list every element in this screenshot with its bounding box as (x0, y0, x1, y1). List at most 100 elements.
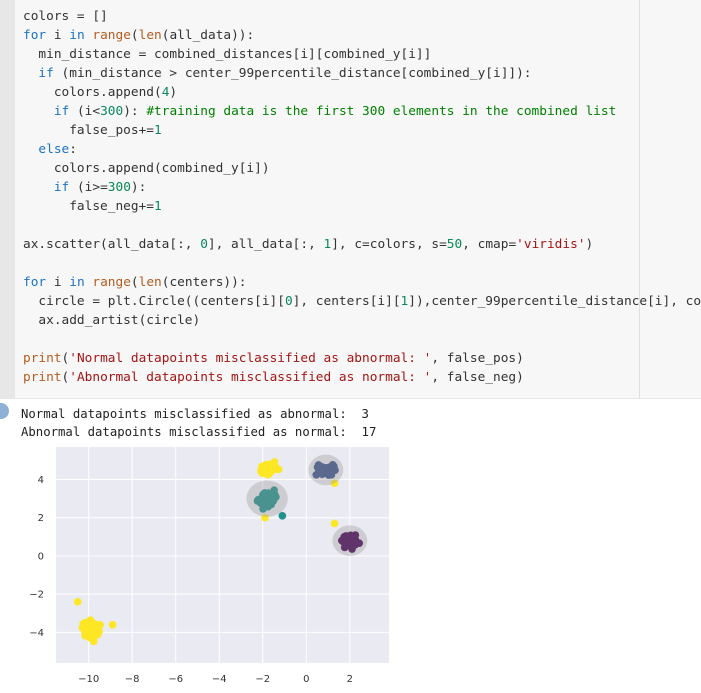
x-tick-label: 0 (303, 674, 309, 685)
code-token: 300 (100, 104, 124, 119)
code-token: ( (61, 370, 70, 385)
ruler-line (639, 0, 640, 398)
code-token: ): (130, 180, 147, 195)
cell-output: Normal datapoints misclassified as abnor… (21, 405, 376, 441)
code-token: ], all_data[:, (207, 237, 324, 252)
code-token: (centers)): (161, 275, 247, 290)
code-token: , cmap= (462, 237, 517, 252)
data-point (89, 637, 98, 646)
code-token: ) (169, 85, 178, 100)
x-tick-label: −6 (168, 674, 183, 685)
data-point (256, 495, 265, 504)
code-token: ]),center_99percentile_distance[i], co (408, 294, 701, 309)
output-line-false-pos: Normal datapoints misclassified as abnor… (21, 407, 369, 421)
code-token (23, 142, 38, 157)
code-token: ], centers[i][ (292, 294, 401, 309)
code-token: ( (61, 351, 70, 366)
code-editor[interactable]: colors = [] for i in range(len(all_data))… (23, 7, 701, 387)
code-line: false_pos+=1 (23, 121, 701, 140)
cell-gutter (0, 0, 15, 398)
code-token: 0 (200, 237, 208, 252)
code-line: print('Abnormal datapoints misclassified… (23, 368, 701, 387)
code-token: if (53, 180, 70, 195)
code-token: : (69, 142, 77, 157)
x-tick-label: −2 (255, 674, 270, 685)
code-token: for (23, 275, 47, 290)
code-token: i (46, 275, 70, 290)
code-token (23, 104, 54, 119)
code-token (23, 66, 38, 81)
code-token: 50 (446, 237, 463, 252)
code-token: colors = [] (23, 9, 108, 24)
code-line: min_distance = combined_distances[i][com… (23, 45, 701, 64)
data-point (330, 479, 339, 488)
code-token: 'Normal datapoints misclassified as abno… (69, 351, 432, 366)
code-token: if (38, 66, 54, 81)
data-point (351, 531, 360, 539)
data-point (92, 629, 101, 637)
code-token: 1 (153, 123, 162, 138)
code-token: ax.scatter(all_data[:, (23, 237, 201, 252)
y-tick-label: −2 (29, 590, 44, 601)
output-prompt-icon (0, 403, 9, 419)
code-token: circle = plt.Circle((centers[i][ (23, 294, 285, 309)
code-token: (i>= (69, 180, 108, 195)
code-token: ( (130, 275, 139, 290)
code-line (23, 330, 701, 349)
code-token: else (38, 142, 70, 157)
code-token: 1 (400, 294, 409, 309)
y-tick-label: 2 (38, 513, 44, 524)
code-line: if (i<300): #training data is the first … (23, 102, 701, 121)
code-line: for i in range(len(all_data)): (23, 26, 701, 45)
code-line: ax.add_artist(circle) (23, 311, 701, 330)
percentile-circle (332, 525, 368, 556)
y-tick-label: 0 (38, 551, 44, 562)
code-token: 'viridis' (516, 237, 586, 252)
code-line: colors.append(4) (23, 83, 701, 102)
code-token: i (46, 28, 70, 43)
code-token: (i< (69, 104, 101, 119)
code-token: min_distance = combined_distances[i][com… (23, 47, 432, 62)
code-token: 'Abnormal datapoints misclassified as no… (69, 370, 432, 385)
code-token: , false_pos) (431, 351, 524, 366)
code-cell[interactable]: colors = [] for i in range(len(all_data))… (0, 0, 701, 399)
code-line: false_neg+=1 (23, 197, 701, 216)
code-line: for i in range(len(centers)): (23, 273, 701, 292)
scatter-plot: −10 −8 −6 −4 −2 0 2 4 2 0 −2 −4 (29, 447, 389, 685)
code-token: in (69, 28, 85, 43)
code-line: if (min_distance > center_99percentile_d… (23, 64, 701, 83)
code-line: circle = plt.Circle((centers[i][0], cent… (23, 292, 701, 311)
code-line: print('Normal datapoints misclassified a… (23, 349, 701, 368)
code-token: range (92, 275, 131, 290)
code-token: ax.add_artist(circle) (23, 313, 201, 328)
data-point (330, 519, 339, 528)
percentile-circle (246, 480, 288, 517)
data-point (108, 620, 117, 629)
code-token: 4 (161, 85, 170, 100)
code-token: ): (123, 104, 147, 119)
output-line-false-neg: Abnormal datapoints misclassified as nor… (21, 425, 377, 439)
code-token: print (23, 370, 62, 385)
code-line (23, 254, 701, 273)
data-point (261, 513, 269, 522)
x-tick-label: −10 (78, 674, 99, 685)
code-token: (all_data)): (161, 28, 255, 43)
data-point (350, 539, 359, 547)
code-token: ], c=colors, s= (331, 237, 447, 252)
code-token: len (138, 28, 162, 43)
code-line: if (i>=300): (23, 178, 701, 197)
y-tick-label: 4 (38, 475, 44, 486)
data-point (270, 486, 278, 495)
code-token: print (23, 351, 62, 366)
code-token: false_neg+= (23, 199, 154, 214)
code-token: ( (130, 28, 139, 43)
x-tick-label: −8 (125, 674, 140, 685)
x-tick-label: −4 (212, 674, 227, 685)
code-line: ax.scatter(all_data[:, 0], all_data[:, 1… (23, 235, 701, 254)
code-token (23, 180, 54, 195)
code-token: (min_distance > center_99percentile_dist… (53, 66, 532, 81)
code-token: if (53, 104, 70, 119)
code-line: colors = [] (23, 7, 701, 26)
code-token: colors.append(combined_y[i]) (23, 161, 270, 176)
data-point (73, 598, 82, 606)
